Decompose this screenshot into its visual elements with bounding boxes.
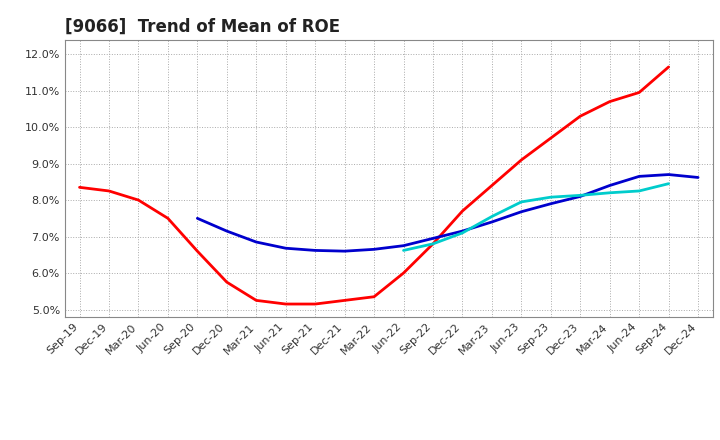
- 5 Years: [222, 228, 231, 234]
- 5 Years: [576, 194, 585, 199]
- Line: 7 Years: 7 Years: [403, 183, 669, 250]
- Text: [9066]  Trend of Mean of ROE: [9066] Trend of Mean of ROE: [65, 17, 340, 35]
- 3 Years: [606, 99, 614, 104]
- 5 Years: [311, 248, 320, 253]
- 5 Years: [635, 174, 644, 179]
- 3 Years: [134, 198, 143, 203]
- 3 Years: [193, 249, 202, 254]
- 5 Years: [546, 201, 555, 206]
- 5 Years: [694, 175, 703, 180]
- 3 Years: [576, 114, 585, 119]
- 5 Years: [193, 216, 202, 221]
- 3 Years: [252, 298, 261, 303]
- 7 Years: [428, 241, 437, 246]
- Line: 3 Years: 3 Years: [79, 67, 669, 304]
- 5 Years: [252, 239, 261, 245]
- 3 Years: [546, 136, 555, 141]
- 3 Years: [75, 185, 84, 190]
- 5 Years: [282, 246, 290, 251]
- 3 Years: [665, 64, 673, 70]
- 7 Years: [458, 230, 467, 235]
- 5 Years: [458, 228, 467, 234]
- 3 Years: [487, 183, 496, 188]
- 5 Years: [665, 172, 673, 177]
- 3 Years: [635, 90, 644, 95]
- 3 Years: [163, 216, 172, 221]
- 7 Years: [576, 193, 585, 198]
- 3 Years: [222, 279, 231, 285]
- 3 Years: [311, 301, 320, 307]
- 7 Years: [665, 181, 673, 186]
- 5 Years: [428, 236, 437, 241]
- 5 Years: [341, 249, 349, 254]
- 5 Years: [399, 243, 408, 248]
- 7 Years: [517, 199, 526, 205]
- 3 Years: [282, 301, 290, 307]
- 7 Years: [546, 194, 555, 200]
- 5 Years: [487, 219, 496, 224]
- 5 Years: [606, 183, 614, 188]
- 3 Years: [428, 241, 437, 246]
- 7 Years: [606, 190, 614, 195]
- 3 Years: [370, 294, 379, 299]
- 3 Years: [458, 209, 467, 214]
- 7 Years: [635, 188, 644, 194]
- 7 Years: [399, 248, 408, 253]
- 3 Years: [517, 158, 526, 163]
- 7 Years: [487, 214, 496, 219]
- 3 Years: [399, 271, 408, 276]
- Line: 5 Years: 5 Years: [197, 175, 698, 251]
- 5 Years: [517, 209, 526, 214]
- 3 Years: [104, 188, 113, 194]
- 5 Years: [370, 247, 379, 252]
- 3 Years: [341, 298, 349, 303]
